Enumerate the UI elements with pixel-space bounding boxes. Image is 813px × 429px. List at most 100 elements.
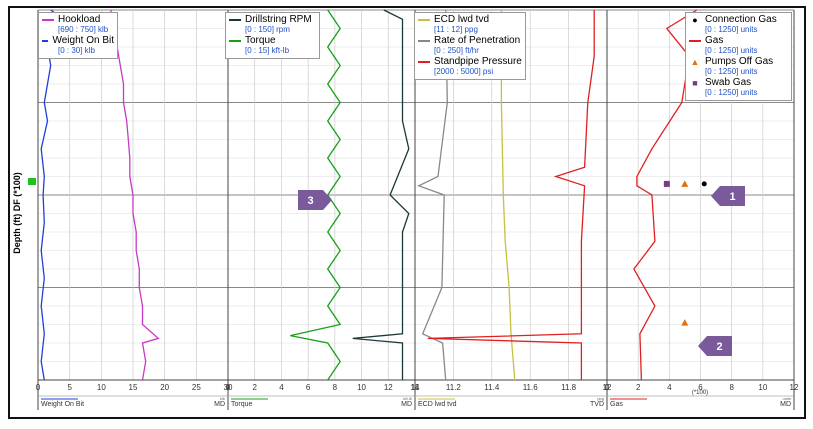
tick-label: 15 bbox=[129, 383, 138, 392]
track-footer-unit: kft-lb bbox=[403, 396, 412, 401]
tick-label: 10 bbox=[97, 383, 106, 392]
legend-track-2: Drillstring RPM [0 : 150] rpm Torque [0 … bbox=[225, 12, 320, 59]
tick-label: 0 bbox=[226, 383, 231, 392]
track-footer-left: Weight On Bit bbox=[41, 401, 84, 408]
tick-label: 11.8 bbox=[561, 383, 577, 392]
track-footer-unit: units bbox=[783, 396, 791, 401]
tick-label: 4 bbox=[279, 383, 284, 392]
series-drillstring-rpm bbox=[352, 9, 410, 380]
tick-label: 11.2 bbox=[446, 383, 462, 392]
tick-label: 14 bbox=[411, 383, 420, 392]
tick-label: 6 bbox=[698, 383, 703, 392]
legend-item-wob: Weight On Bit bbox=[42, 35, 114, 46]
callout-arrow-3-label: 3 bbox=[307, 195, 313, 207]
track-footer-left: ECD lwd tvd bbox=[418, 401, 457, 408]
legend-name: ECD lwd tvd bbox=[434, 13, 490, 25]
series-standpipe-pressure bbox=[427, 10, 595, 380]
tick-label: 0 bbox=[36, 383, 41, 392]
pumps-off-gas-marker bbox=[681, 180, 689, 187]
tick-label: 11 bbox=[411, 383, 420, 392]
series-ecd-lwd-tvd bbox=[500, 10, 516, 381]
legend-range: [0 : 1250] units bbox=[705, 88, 758, 97]
tick-label: 30 bbox=[224, 383, 233, 392]
track-footer-unit: ppg bbox=[597, 396, 604, 401]
rop-swatch bbox=[418, 39, 430, 42]
callout-arrow-2-label: 2 bbox=[716, 341, 722, 353]
legend-range: [690 : 750] klb bbox=[58, 25, 109, 34]
legend-item-connection-gas: ● Connection Gas bbox=[689, 14, 788, 25]
circle-marker-icon: ● bbox=[692, 14, 698, 25]
legend-name: Weight On Bit bbox=[52, 34, 114, 46]
track-footer-left: Gas bbox=[610, 401, 623, 408]
legend-name: Torque bbox=[245, 34, 276, 46]
tick-label: 10 bbox=[758, 383, 767, 392]
legend-range: [0 : 30] klb bbox=[58, 46, 95, 55]
tick-label: 5 bbox=[67, 383, 72, 392]
tick-label: 20 bbox=[160, 383, 169, 392]
legend-range: [0 : 1250] units bbox=[705, 67, 758, 76]
legend-item-swab-gas: ■ Swab Gas bbox=[689, 77, 788, 88]
legend-track-4: ● Connection Gas [0 : 1250] units Gas [0 … bbox=[685, 12, 792, 101]
tick-label: 8 bbox=[729, 383, 734, 392]
legend-name: Hookload bbox=[58, 13, 101, 25]
legend-item-spp: Standpipe Pressure bbox=[418, 56, 522, 67]
y-axis-label: Depth (ft) DF (*100) bbox=[12, 172, 22, 254]
track-footer-right: MD bbox=[780, 401, 791, 408]
well-log-frame: 0 5 10 15 20 25 30 0 2 4 6 8 10 12 14 11 11.2 11.4 11.6 11.… bbox=[8, 6, 806, 419]
triangle-marker-icon: ▲ bbox=[690, 56, 700, 67]
tick-label: 4 bbox=[667, 383, 672, 392]
legend-name: Connection Gas bbox=[705, 13, 777, 25]
series-rate-of-penetration bbox=[417, 9, 448, 381]
legend-item-pumps-off-gas: ▲ Pumps Off Gas bbox=[689, 56, 788, 67]
legend-item-rop: Rate of Penetration bbox=[418, 35, 522, 46]
legend-name: Swab Gas bbox=[705, 76, 752, 88]
tick-label: 12 bbox=[384, 383, 393, 392]
legend-item-rpm: Drillstring RPM bbox=[229, 14, 316, 25]
legend-item-ecd: ECD lwd tvd bbox=[418, 14, 522, 25]
gas-multiplier-label: (*100) bbox=[692, 390, 708, 396]
legend-range: [0 : 15] kft-lb bbox=[245, 46, 290, 55]
legend-name: Rate of Penetration bbox=[434, 34, 521, 46]
callout-arrow-3 bbox=[298, 190, 332, 210]
legend-range: [0 : 1250] units bbox=[705, 46, 758, 55]
pumps-off-gas-marker bbox=[681, 319, 689, 326]
callout-arrow-1 bbox=[711, 186, 745, 206]
connection-gas-marker bbox=[701, 181, 707, 187]
rpm-swatch bbox=[229, 18, 241, 21]
legend-track-3: ECD lwd tvd [11 : 12] ppg Rate of Penetr… bbox=[414, 12, 526, 80]
legend-range: [11 : 12] ppg bbox=[434, 25, 478, 34]
legend-name: Pumps Off Gas bbox=[705, 55, 774, 67]
legend-item-hookload: Hookload bbox=[42, 14, 114, 25]
legend-range: [0 : 150] rpm bbox=[245, 25, 290, 34]
legend-name: Drillstring RPM bbox=[245, 13, 312, 25]
tick-label: 6 bbox=[306, 383, 311, 392]
tick-label: 10 bbox=[357, 383, 366, 392]
tick-label: 12 bbox=[603, 383, 612, 392]
tick-label: 25 bbox=[192, 383, 201, 392]
legend-name: Standpipe Pressure bbox=[434, 55, 522, 67]
callout-arrow-1-label: 1 bbox=[729, 191, 735, 203]
track-footer-right: MD bbox=[401, 401, 412, 408]
torque-swatch bbox=[229, 39, 241, 42]
track-footer-right: TVD bbox=[590, 401, 604, 408]
gas-swatch bbox=[689, 39, 701, 42]
wob-swatch bbox=[42, 39, 49, 42]
swab-gas-marker bbox=[663, 180, 670, 187]
callout-arrow-2 bbox=[698, 336, 732, 356]
ecd-swatch bbox=[418, 18, 430, 21]
series-hookload bbox=[110, 9, 160, 381]
tick-label: 2 bbox=[636, 383, 641, 392]
track-footer-right: MD bbox=[214, 401, 225, 408]
tick-label: 8 bbox=[333, 383, 338, 392]
track-footer-unit: klb bbox=[220, 396, 226, 401]
legend-range: [0 : 250] ft/hr bbox=[434, 46, 479, 55]
hookload-swatch bbox=[42, 18, 54, 21]
legend-range: [0 : 1250] units bbox=[705, 25, 758, 34]
tick-label: 12 bbox=[790, 383, 799, 392]
track-footer-left: Torque bbox=[231, 401, 253, 408]
square-marker-icon: ■ bbox=[692, 77, 698, 88]
legend-range: [2000 : 5000] psi bbox=[434, 67, 494, 76]
spp-swatch bbox=[418, 60, 430, 63]
tick-label: 0 bbox=[605, 383, 610, 392]
